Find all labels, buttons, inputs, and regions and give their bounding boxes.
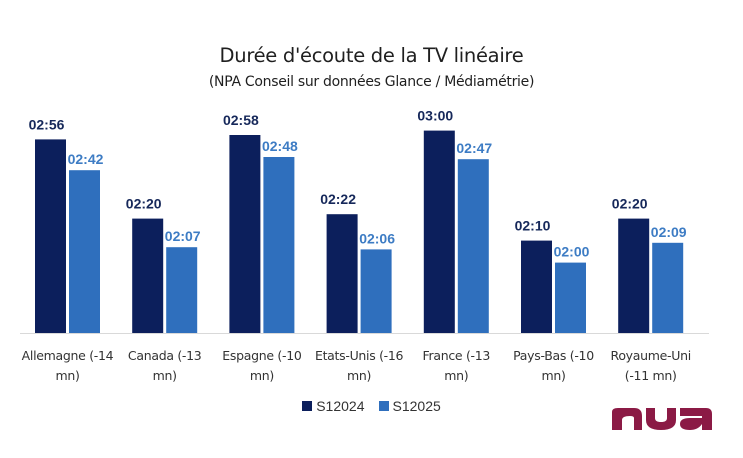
category-label-2-line-0: Espagne (-10 xyxy=(222,348,302,363)
legend-label-s12024: S12024 xyxy=(316,398,365,414)
category-label-6-line-0: Royaume-Uni xyxy=(611,348,691,363)
bar-s12024-5 xyxy=(521,240,552,333)
bar-s12024-6 xyxy=(618,218,650,333)
category-label-4-line-1: mn) xyxy=(444,368,468,383)
data-label-s12025-4: 02:47 xyxy=(456,140,492,156)
data-label-s12024-6: 02:20 xyxy=(612,196,648,212)
bar-s12024-1 xyxy=(132,218,164,333)
npa-logo xyxy=(612,408,712,430)
legend-item-s12024: S12024 xyxy=(302,398,365,414)
data-label-s12025-2: 02:48 xyxy=(262,138,298,154)
data-label-s12025-1: 02:07 xyxy=(165,228,201,244)
category-label-0-line-1: mn) xyxy=(55,368,79,383)
bar-s12024-3 xyxy=(326,214,358,333)
bar-s12025-5 xyxy=(555,262,586,333)
bar-s12025-0 xyxy=(69,170,100,333)
bar-s12024-4 xyxy=(423,130,455,333)
legend-swatch-s12024 xyxy=(302,401,313,411)
legend-swatch-s12025 xyxy=(378,401,389,411)
legend-label-s12025: S12025 xyxy=(392,398,441,414)
data-label-s12024-5: 02:10 xyxy=(515,218,551,234)
category-label-5-line-0: Pays-Bas (-10 xyxy=(513,348,594,363)
data-label-s12024-2: 02:58 xyxy=(223,112,259,128)
category-label-5-line-1: mn) xyxy=(541,368,565,383)
data-label-s12024-1: 02:20 xyxy=(126,196,162,212)
npa-logo-shape xyxy=(612,408,712,430)
category-label-3-line-0: Etats-Unis (-16 xyxy=(315,348,404,363)
data-label-s12024-4: 03:00 xyxy=(417,108,453,124)
category-label-6-line-1: (-11 mn) xyxy=(625,368,677,383)
bar-s12024-2 xyxy=(229,135,261,333)
legend: S12024 S12025 xyxy=(0,398,743,414)
category-label-4-line-0: France (-13 xyxy=(423,348,491,363)
chart-subtitle: (NPA Conseil sur données Glance / Médiam… xyxy=(208,74,535,90)
bar-s12025-3 xyxy=(360,249,392,333)
chart-title: Durée d'écoute de la TV linéaire xyxy=(219,44,524,67)
data-label-s12024-0: 02:56 xyxy=(29,116,65,132)
data-label-s12025-3: 02:06 xyxy=(359,230,395,246)
category-label-1-line-0: Canada (-13 xyxy=(128,348,202,363)
data-label-s12024-3: 02:22 xyxy=(320,191,356,207)
bar-s12025-2 xyxy=(263,157,295,333)
category-label-0-line-0: Allemagne (-14 xyxy=(22,348,114,363)
data-label-s12025-5: 02:00 xyxy=(554,244,590,260)
bar-s12025-1 xyxy=(166,247,198,333)
bar-s12025-6 xyxy=(652,242,684,333)
bar-s12024-0 xyxy=(35,139,66,333)
bar-s12025-4 xyxy=(457,159,489,333)
legend-item-s12025: S12025 xyxy=(378,398,441,414)
category-label-2-line-1: mn) xyxy=(250,368,274,383)
data-label-s12025-6: 02:09 xyxy=(651,224,687,240)
category-label-3-line-1: mn) xyxy=(347,368,371,383)
category-label-1-line-1: mn) xyxy=(153,368,177,383)
data-label-s12025-0: 02:42 xyxy=(68,151,104,167)
